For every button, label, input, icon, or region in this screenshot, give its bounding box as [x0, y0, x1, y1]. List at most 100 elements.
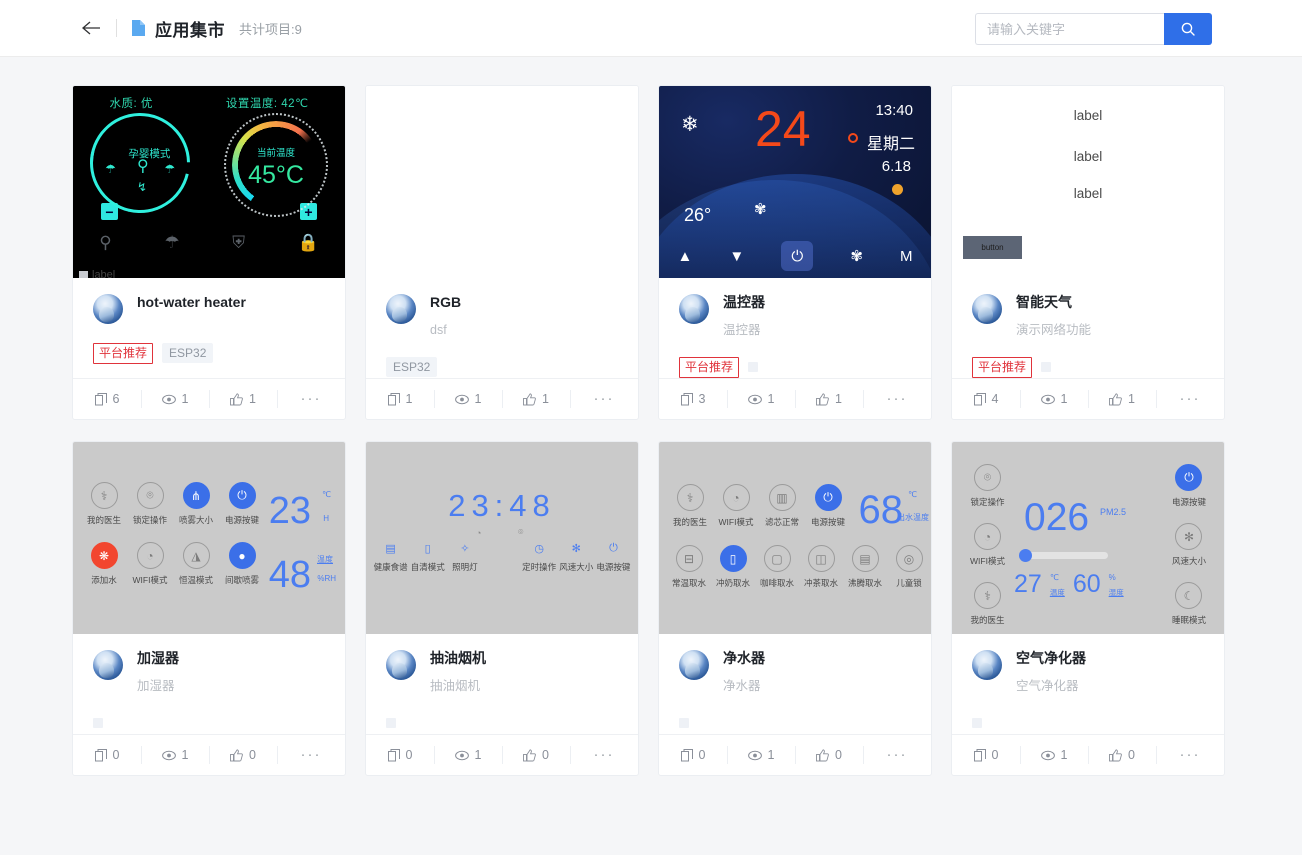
copy-icon	[680, 392, 693, 405]
stat-views[interactable]: 1	[141, 735, 209, 775]
more-actions-button[interactable]: ···	[863, 379, 931, 419]
temp-down-button[interactable]: ▼	[729, 247, 745, 265]
device-button[interactable]: ⏻ 电源按键	[219, 482, 265, 526]
device-button[interactable]: ▯ 自清模式	[409, 542, 446, 573]
device-button[interactable]: ⚕ 我的医生	[667, 484, 713, 528]
views-count: 1	[1060, 392, 1068, 406]
shower-right-icon: ☂	[164, 162, 175, 176]
more-actions-button[interactable]: ···	[1156, 735, 1224, 775]
card-footer: 3 1 1 ···	[659, 378, 931, 419]
stat-copies[interactable]: 3	[659, 379, 727, 419]
stat-likes[interactable]: 1	[209, 379, 277, 419]
more-actions-button[interactable]: ···	[277, 735, 345, 775]
device-button[interactable]: ✧ 照明灯	[446, 542, 483, 573]
fan-button[interactable]: ✾	[850, 248, 863, 265]
device-button[interactable]: ❋ 添加水	[81, 542, 127, 586]
back-button[interactable]	[78, 15, 104, 41]
device-button[interactable]: ⏻ 电源按键	[595, 542, 632, 573]
app-card[interactable]: ❄ 24 13:40 星期二 6.18 26° ✾ ▲ ▼ ⏻ ✾ M 温控器 …	[658, 85, 932, 420]
tag-recommended: 平台推荐	[93, 342, 154, 364]
device-button[interactable]: ◔ WIFI模式	[970, 523, 1005, 567]
device-button[interactable]: ⏻ 电源按键	[1172, 464, 1206, 508]
more-actions-button[interactable]: ···	[570, 379, 638, 419]
temp-up-button[interactable]: ▲	[677, 247, 693, 265]
stat-likes[interactable]: 0	[209, 735, 277, 775]
device-button[interactable]: ✻ 风速大小	[558, 542, 595, 573]
device-button[interactable]: ☾ 睡眠模式	[1172, 582, 1206, 626]
device-button[interactable]: ⚕ 我的医生	[81, 482, 127, 526]
device-button[interactable]: ▯ 冲奶取水	[711, 545, 755, 589]
more-actions-button[interactable]: ···	[1156, 379, 1224, 419]
stat-copies[interactable]: 6	[73, 379, 141, 419]
device-button[interactable]: ✻ 风速大小	[1172, 523, 1206, 567]
stat-likes[interactable]: 0	[1088, 735, 1156, 775]
device-button[interactable]: ▥ 滤芯正常	[759, 484, 805, 528]
stat-views[interactable]: 1	[434, 379, 502, 419]
stat-likes[interactable]: 0	[795, 735, 863, 775]
stat-views[interactable]: 1	[141, 379, 209, 419]
device-button[interactable]: ⏻ 电源按键	[805, 484, 851, 528]
temp-sub: H	[323, 514, 329, 523]
stat-views[interactable]: 1	[1020, 735, 1088, 775]
stat-views[interactable]: 1	[727, 735, 795, 775]
stat-copies[interactable]: 0	[659, 735, 727, 775]
card-footer: 6 1 1 ···	[73, 378, 345, 419]
app-card[interactable]: label label label button 智能天气 演示网络功能 平台推荐 …	[951, 85, 1225, 420]
device-button[interactable]: ◫ 冲茶取水	[799, 545, 843, 589]
project-count: 共计项目:9	[239, 21, 302, 37]
power-button[interactable]: ⏻	[781, 241, 814, 271]
copies-count: 1	[405, 392, 413, 406]
device-button[interactable]: ◔ WIFI模式	[127, 542, 173, 586]
stat-views[interactable]: 1	[434, 735, 502, 775]
stat-copies[interactable]: 0	[366, 735, 434, 775]
more-actions-button[interactable]: ···	[863, 735, 931, 775]
device-button[interactable]: ◷ 定时操作	[521, 542, 558, 573]
stat-likes[interactable]: 0	[502, 735, 570, 775]
app-card[interactable]: ⚕ 我的医生 ⌾ 锁定操作 ⋔ 喷雾大小 ⏻ 电源按键 ❋ 添加水 ◔ WIFI…	[72, 441, 346, 776]
search-input[interactable]	[975, 13, 1164, 45]
stat-copies[interactable]: 4	[952, 379, 1020, 419]
stat-views[interactable]: 1	[727, 379, 795, 419]
app-card[interactable]: ⌾ 锁定操作 ◔ WIFI模式 ⚕ 我的医生 ⏻ 电源按键 ✻ 风速大小 ☾ 睡…	[951, 441, 1225, 776]
humidity-value: 60	[1072, 570, 1101, 598]
doctor-icon: ⚕	[676, 484, 704, 511]
device-button[interactable]: ⚕ 我的医生	[970, 582, 1005, 626]
stat-copies[interactable]: 1	[366, 379, 434, 419]
preview-button[interactable]: button	[963, 236, 1022, 259]
slider-knob[interactable]	[1019, 549, 1032, 562]
thumbs-up-icon	[230, 748, 243, 761]
decrease-button[interactable]: −	[101, 203, 118, 220]
device-button[interactable]: ▤ 健康食谱	[372, 542, 409, 573]
device-button-label: 照明灯	[452, 562, 478, 572]
mode-button[interactable]: M	[899, 247, 913, 265]
device-button[interactable]: ⌾ 锁定操作	[127, 482, 173, 526]
app-card[interactable]: ⚕ 我的医生 ◔ WIFI模式 ▥ 滤芯正常 ⏻ 电源按键 ⊟ 常温取水 ▯ 冲…	[658, 441, 932, 776]
device-button[interactable]: ◔ WIFI模式	[713, 484, 759, 528]
more-actions-button[interactable]: ···	[570, 735, 638, 775]
device-button[interactable]: ● 间歇喷雾	[219, 542, 265, 586]
views-count: 1	[474, 748, 482, 762]
device-button-label: WIFI模式	[970, 556, 1005, 566]
app-card[interactable]: 水质: 优 设置温度: 42℃ 孕婴模式 ☂ ☂ ⚲ ↯	[72, 85, 346, 420]
stat-likes[interactable]: 1	[795, 379, 863, 419]
stat-likes[interactable]: 1	[502, 379, 570, 419]
stat-copies[interactable]: 0	[952, 735, 1020, 775]
fan-slider[interactable]	[1019, 549, 1108, 562]
app-card-grid: 水质: 优 设置温度: 42℃ 孕婴模式 ☂ ☂ ⚲ ↯	[0, 57, 1302, 776]
more-actions-button[interactable]: ···	[277, 379, 345, 419]
stat-copies[interactable]: 0	[73, 735, 141, 775]
device-button[interactable]: ⊟ 常温取水	[667, 545, 711, 589]
device-button[interactable]: ◮ 恒温模式	[173, 542, 219, 586]
device-button[interactable]: ▤ 沸腾取水	[843, 545, 887, 589]
tag-chip: ESP32	[386, 357, 438, 377]
device-button[interactable]: ⋔ 喷雾大小	[173, 482, 219, 526]
device-button[interactable]: ◎ 儿童锁	[887, 545, 931, 589]
device-button[interactable]: ⌾ 锁定操作	[970, 464, 1005, 508]
search-button[interactable]	[1164, 13, 1212, 45]
humidity-label: 湿度	[1108, 588, 1124, 597]
app-card[interactable]: 23:48 ◔ ⌾ ▤ 健康食谱 ▯ 自清模式 ✧ 照明灯 ◷ 定时操作 ✻ 风…	[365, 441, 639, 776]
stat-views[interactable]: 1	[1020, 379, 1088, 419]
device-button[interactable]: ▢ 咖啡取水	[755, 545, 799, 589]
stat-likes[interactable]: 1	[1088, 379, 1156, 419]
app-card[interactable]: RGB dsf ESP32 1 1 1 ···	[365, 85, 639, 420]
